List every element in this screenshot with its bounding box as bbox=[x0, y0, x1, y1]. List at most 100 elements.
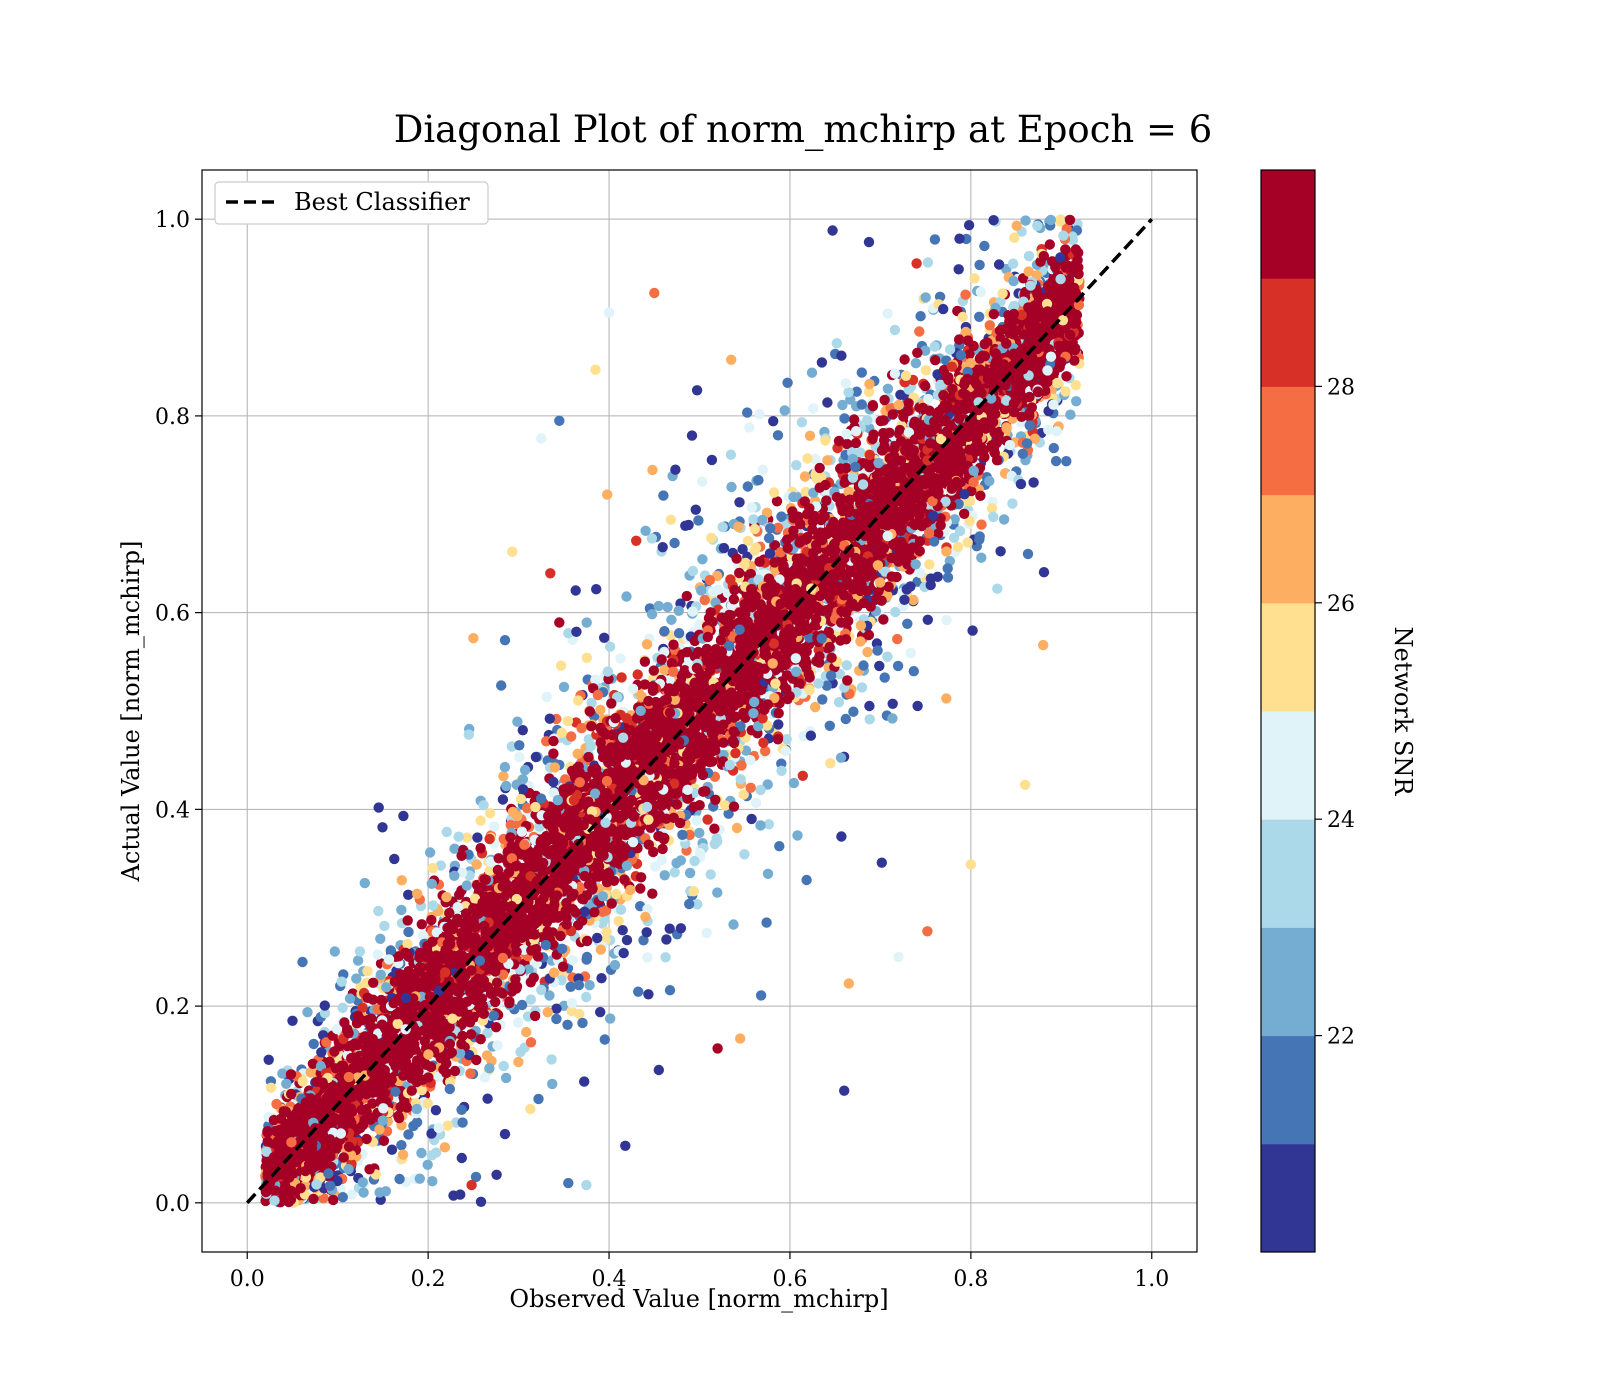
scatter-point bbox=[706, 532, 717, 544]
scatter-point bbox=[499, 1128, 511, 1140]
scatter-point bbox=[675, 923, 687, 934]
scatter-point bbox=[704, 574, 715, 586]
scatter-point bbox=[500, 1072, 512, 1084]
scatter-point bbox=[649, 287, 660, 299]
scatter-point bbox=[908, 666, 919, 677]
scatter-point bbox=[581, 1179, 592, 1191]
scatter-point bbox=[501, 780, 512, 792]
scatter-point bbox=[843, 387, 854, 398]
scatter-point bbox=[773, 719, 784, 730]
scatter-point bbox=[416, 919, 427, 930]
scatter-point bbox=[986, 503, 998, 514]
scatter-point bbox=[566, 731, 577, 742]
scatter-point bbox=[551, 1013, 562, 1025]
scatter-point bbox=[864, 714, 875, 725]
scatter-point bbox=[889, 368, 901, 379]
scatter-point bbox=[555, 660, 567, 671]
scatter-point bbox=[734, 497, 745, 508]
scatter-point bbox=[988, 215, 999, 226]
scatter-point bbox=[595, 704, 606, 715]
scatter-point bbox=[403, 889, 414, 900]
scatter-point bbox=[702, 814, 713, 825]
scatter-point bbox=[525, 1037, 537, 1048]
scatter-point bbox=[470, 1171, 482, 1183]
scatter-point bbox=[705, 869, 716, 880]
scatter-point bbox=[647, 888, 658, 899]
scatter-point bbox=[697, 476, 708, 487]
scatter-point bbox=[892, 660, 904, 672]
scatter-point bbox=[840, 713, 851, 725]
scatter-point bbox=[308, 1038, 319, 1050]
scatter-point bbox=[822, 397, 833, 408]
scatter-point bbox=[319, 1007, 331, 1019]
scatter-point bbox=[516, 999, 528, 1011]
scatter-point bbox=[287, 1015, 298, 1026]
scatter-point bbox=[461, 832, 473, 843]
scatter-point bbox=[742, 407, 753, 418]
scatter-point bbox=[662, 601, 673, 613]
scatter-point bbox=[930, 355, 941, 366]
scatter-point bbox=[377, 822, 388, 833]
scatter-point bbox=[604, 641, 616, 652]
scatter-point bbox=[592, 932, 603, 944]
scatter-point bbox=[475, 1196, 487, 1208]
scatter-point bbox=[635, 883, 646, 894]
scatter-point bbox=[512, 716, 523, 727]
scatter-point bbox=[617, 925, 628, 936]
scatter-point bbox=[788, 491, 799, 503]
scatter-point bbox=[281, 1078, 292, 1090]
scatter-point bbox=[779, 405, 790, 416]
scatter-point bbox=[375, 933, 386, 944]
scatter-point bbox=[1044, 239, 1056, 250]
scatter-point bbox=[758, 737, 769, 748]
scatter-point bbox=[942, 572, 954, 583]
scatter-point bbox=[563, 1177, 574, 1189]
scatter-point bbox=[297, 1076, 308, 1087]
scatter-point bbox=[992, 583, 1003, 594]
scatter-point bbox=[379, 920, 390, 932]
scatter-point bbox=[723, 808, 734, 819]
scatter-point bbox=[669, 867, 680, 878]
scatter-point bbox=[430, 1105, 442, 1116]
scatter-point bbox=[688, 886, 699, 897]
scatter-point bbox=[782, 377, 793, 388]
scatter-point bbox=[684, 829, 695, 841]
scatter-point bbox=[827, 225, 838, 236]
scatter-point bbox=[1038, 639, 1049, 651]
scatter-point bbox=[584, 980, 595, 991]
scatter-point bbox=[544, 990, 555, 1001]
scatter-point bbox=[465, 1068, 476, 1079]
scatter-point bbox=[964, 515, 975, 526]
scatter-point bbox=[319, 1000, 330, 1011]
scatter-point bbox=[882, 383, 894, 394]
scatter-point bbox=[650, 861, 661, 872]
scatter-point bbox=[517, 725, 528, 736]
scatter-point bbox=[1071, 396, 1082, 407]
scatter-point bbox=[453, 831, 464, 842]
scatter-point bbox=[633, 986, 644, 997]
scatter-point bbox=[484, 808, 496, 819]
scatter-point bbox=[800, 486, 811, 498]
scatter-point bbox=[851, 386, 862, 397]
scatter-point bbox=[646, 609, 658, 620]
scatter-point bbox=[755, 990, 767, 1001]
scatter-point bbox=[525, 994, 536, 1005]
scatter-point bbox=[680, 520, 691, 531]
scatter-point bbox=[922, 257, 934, 268]
scatter-point bbox=[642, 952, 653, 963]
scatter-point bbox=[948, 532, 960, 543]
scatter-point bbox=[546, 1054, 557, 1065]
scatter-point bbox=[449, 843, 460, 854]
scatter-point bbox=[726, 481, 737, 493]
scatter-point bbox=[762, 868, 774, 879]
scatter-point bbox=[821, 680, 833, 691]
scatter-point bbox=[684, 867, 696, 879]
scatter-point bbox=[727, 735, 739, 746]
scatter-point bbox=[690, 504, 701, 515]
scatter-point bbox=[638, 935, 649, 946]
scatter-point bbox=[835, 752, 847, 763]
scatter-point bbox=[687, 565, 699, 577]
scatter-point bbox=[640, 911, 651, 923]
scatter-point bbox=[941, 614, 952, 626]
